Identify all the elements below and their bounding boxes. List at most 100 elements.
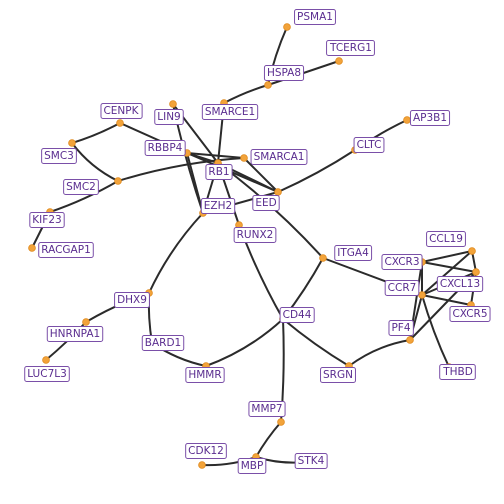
- node-luc7l3[interactable]: [42, 356, 50, 364]
- label-box: [263, 65, 305, 81]
- label-box: [252, 195, 280, 211]
- edge-pf4-srgn: [348, 339, 411, 367]
- label-box: [353, 137, 385, 153]
- label-cltc: CLTC: [353, 137, 385, 153]
- label-text: SMC2: [66, 181, 96, 193]
- node-pf4[interactable]: [406, 336, 414, 344]
- label-box: [294, 453, 328, 469]
- label-box: [114, 292, 150, 308]
- label-text: PSMA1: [297, 11, 333, 23]
- node-smarca1[interactable]: [240, 154, 248, 162]
- label-hmmr: HMMR: [185, 367, 225, 383]
- label-srgn: SRGN: [320, 367, 356, 383]
- edge-ccl19-cxcr3: [421, 250, 473, 263]
- label-text: SMARCE1: [205, 106, 255, 118]
- label-box: [38, 242, 94, 258]
- label-box: [326, 40, 375, 56]
- label-stk4: STK4: [294, 453, 328, 469]
- label-box: [24, 366, 70, 382]
- node-tcerg1[interactable]: [335, 57, 343, 65]
- node-hspa8[interactable]: [264, 81, 272, 89]
- label-box: [248, 401, 286, 417]
- node-smc2[interactable]: [114, 177, 122, 185]
- node-cenpk[interactable]: [116, 119, 124, 127]
- edge-hspa8-smarce1: [223, 84, 269, 104]
- node-psma1[interactable]: [283, 23, 291, 31]
- edge-cxcr3-cxcl13: [421, 261, 477, 273]
- label-text: CXCL13: [440, 278, 480, 290]
- label-ccr7: CCR7: [384, 280, 420, 296]
- label-smc2: SMC2: [63, 179, 99, 195]
- label-text: CDK12: [188, 445, 224, 457]
- label-box: [141, 335, 185, 351]
- edge-smc2-smarca1: [117, 157, 245, 182]
- node-hnrnpa1[interactable]: [82, 318, 90, 326]
- label-text: CXCR3: [384, 256, 419, 268]
- label-hnrnpa1: HNRNPA1: [46, 326, 104, 342]
- label-text: CD44: [283, 309, 312, 321]
- label-smarca1: SMARCA1: [250, 149, 308, 165]
- label-text: PF4: [391, 322, 410, 334]
- edge-rbbp4-smarca1: [186, 152, 245, 159]
- label-text: CLTC: [357, 139, 382, 151]
- label-ezh2: EZH2: [200, 198, 236, 214]
- label-text: STK4: [298, 455, 325, 467]
- label-box: [237, 458, 267, 474]
- label-box: [426, 231, 466, 247]
- edge-ccl19-ccr7: [421, 250, 473, 296]
- node-ccl19[interactable]: [468, 247, 476, 255]
- label-rbbp4: RBBP4: [144, 140, 186, 156]
- label-box: [200, 198, 236, 214]
- label-box: [409, 110, 451, 126]
- label-text: HSPA8: [267, 67, 301, 79]
- label-text: CCL19: [429, 233, 463, 245]
- label-text: EZH2: [204, 200, 232, 212]
- edge-cltc-eed: [277, 149, 356, 193]
- label-text: CENPK: [103, 105, 139, 117]
- label-box: [29, 212, 65, 228]
- label-bard1: BARD1: [141, 335, 185, 351]
- label-box: [449, 306, 491, 322]
- node-cxcl13[interactable]: [472, 268, 480, 276]
- node-ccr7[interactable]: [418, 291, 426, 299]
- node-itga4[interactable]: [319, 254, 327, 262]
- label-ccl19: CCL19: [426, 231, 466, 247]
- label-text: AP3B1: [413, 112, 447, 124]
- edge-smc3-smc2: [71, 142, 119, 182]
- node-racgap1[interactable]: [28, 244, 36, 252]
- label-box: [144, 140, 186, 156]
- node-smc3[interactable]: [68, 139, 76, 147]
- label-text: DHX9: [117, 294, 147, 306]
- label-smc3: SMC3: [41, 148, 77, 164]
- label-box: [388, 320, 414, 336]
- label-text: HMMR: [188, 369, 221, 381]
- node-cdk12[interactable]: [198, 461, 206, 469]
- label-rb1: RB1: [205, 164, 233, 180]
- node-lin9[interactable]: [169, 100, 177, 108]
- edge-ezh2-dhx9: [148, 212, 204, 294]
- label-text: CXCR5: [452, 308, 487, 320]
- label-box: [41, 148, 77, 164]
- label-text: SMC3: [44, 150, 74, 162]
- edge-mmp7-mbp: [255, 421, 282, 458]
- label-text: BARD1: [145, 337, 181, 349]
- label-box: [205, 164, 233, 180]
- label-thbd: THBD: [439, 364, 476, 380]
- node-ap3b1[interactable]: [403, 116, 411, 124]
- label-box: [100, 103, 143, 119]
- label-box: [185, 443, 227, 459]
- node-eed[interactable]: [274, 188, 282, 196]
- label-text: RACGAP1: [41, 244, 91, 256]
- label-kif23: KIF23: [29, 212, 65, 228]
- label-dhx9: DHX9: [114, 292, 150, 308]
- label-text: HNRNPA1: [50, 328, 100, 340]
- label-box: [201, 104, 259, 120]
- label-text: SRGN: [323, 369, 353, 381]
- label-text: MMP7: [251, 403, 282, 415]
- label-box: [294, 9, 336, 25]
- node-mmp7[interactable]: [277, 418, 285, 426]
- label-lin9: LIN9: [154, 109, 184, 125]
- edge-ccr7-thbd: [421, 294, 450, 368]
- label-text: ITGA4: [337, 247, 369, 259]
- label-cxcl13: CXCL13: [436, 276, 484, 292]
